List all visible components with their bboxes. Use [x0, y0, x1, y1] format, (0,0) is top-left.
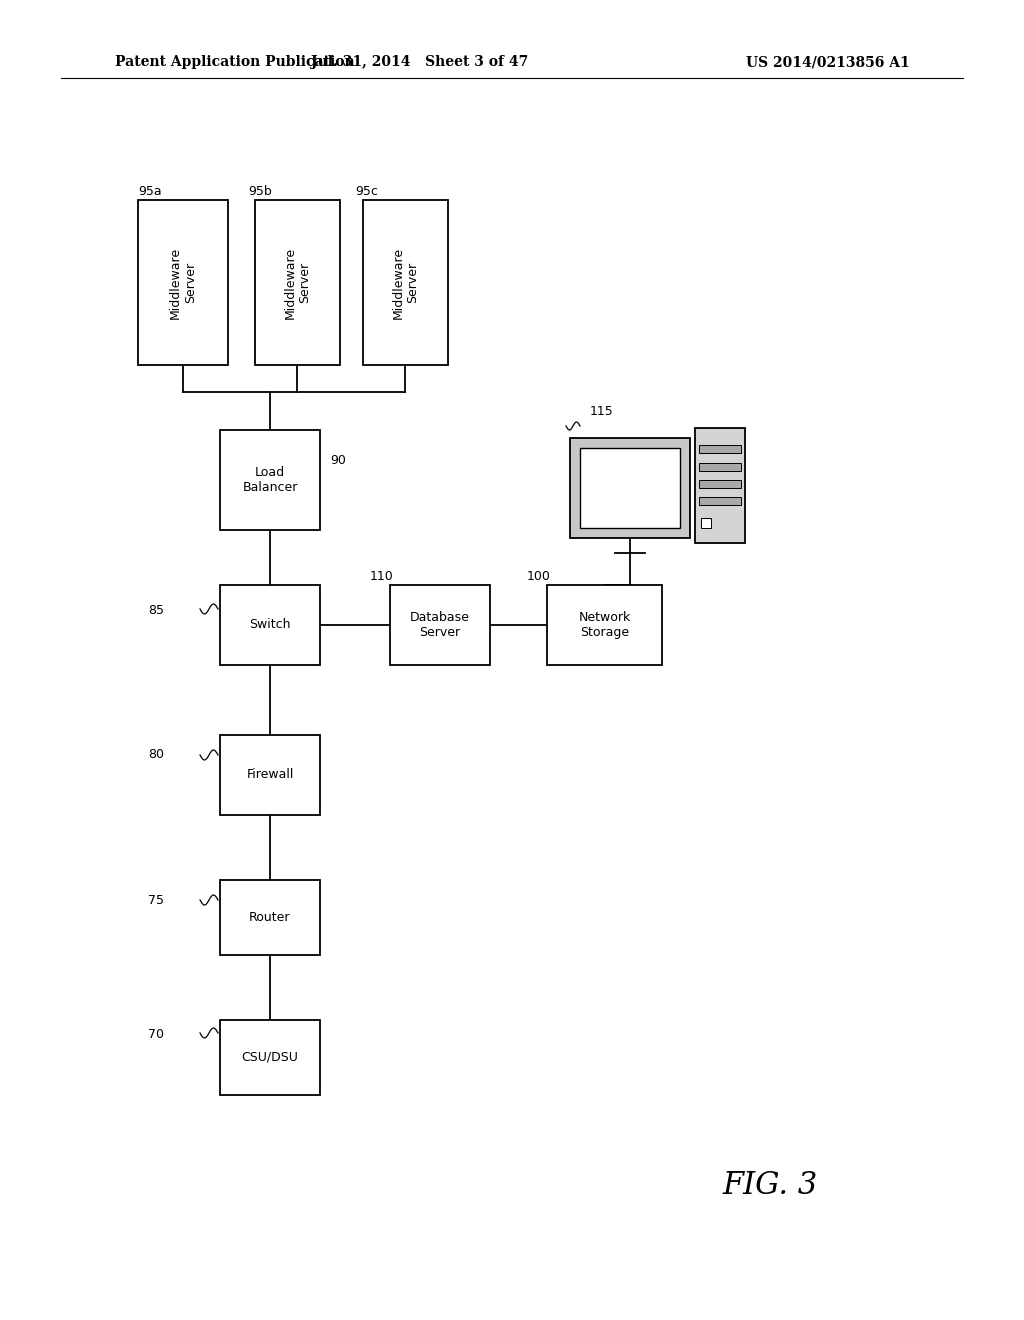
Text: Router: Router [249, 911, 291, 924]
Bar [220, 880, 319, 954]
Text: Switch: Switch [249, 619, 291, 631]
Text: 75: 75 [148, 894, 164, 907]
Bar [547, 585, 662, 665]
Text: 115: 115 [590, 405, 613, 418]
Text: Database
Server: Database Server [410, 611, 470, 639]
Text: Patent Application Publication: Patent Application Publication [115, 55, 354, 69]
Text: 95b: 95b [248, 185, 271, 198]
Bar [138, 201, 228, 366]
Bar [699, 498, 741, 506]
Bar [570, 438, 690, 539]
Bar [699, 445, 741, 453]
Text: 95a: 95a [138, 185, 162, 198]
Text: Network
Storage: Network Storage [579, 611, 631, 639]
Text: 80: 80 [148, 748, 164, 762]
Bar [220, 735, 319, 814]
Text: Firewall: Firewall [247, 768, 294, 781]
Bar [390, 585, 490, 665]
Text: 85: 85 [148, 603, 164, 616]
Text: Middleware
Server: Middleware Server [284, 247, 311, 318]
Bar [701, 517, 711, 528]
Bar [699, 479, 741, 488]
Text: 100: 100 [527, 570, 551, 583]
Text: Middleware
Server: Middleware Server [169, 247, 197, 318]
Bar [220, 585, 319, 665]
Text: 95c: 95c [355, 185, 378, 198]
Bar [699, 462, 741, 470]
Bar [255, 201, 340, 366]
Text: FIG. 3: FIG. 3 [722, 1170, 817, 1200]
Bar [580, 447, 680, 528]
Text: 70: 70 [148, 1028, 164, 1041]
Text: US 2014/0213856 A1: US 2014/0213856 A1 [746, 55, 910, 69]
Bar [220, 1020, 319, 1096]
Bar [220, 430, 319, 531]
Bar [362, 201, 449, 366]
Text: Jul. 31, 2014   Sheet 3 of 47: Jul. 31, 2014 Sheet 3 of 47 [311, 55, 528, 69]
Text: 90: 90 [330, 454, 346, 466]
Text: CSU/DSU: CSU/DSU [242, 1051, 298, 1064]
Text: Load
Balancer: Load Balancer [243, 466, 298, 494]
Text: 110: 110 [370, 570, 394, 583]
Text: Middleware
Server: Middleware Server [391, 247, 420, 318]
Bar [695, 428, 745, 543]
